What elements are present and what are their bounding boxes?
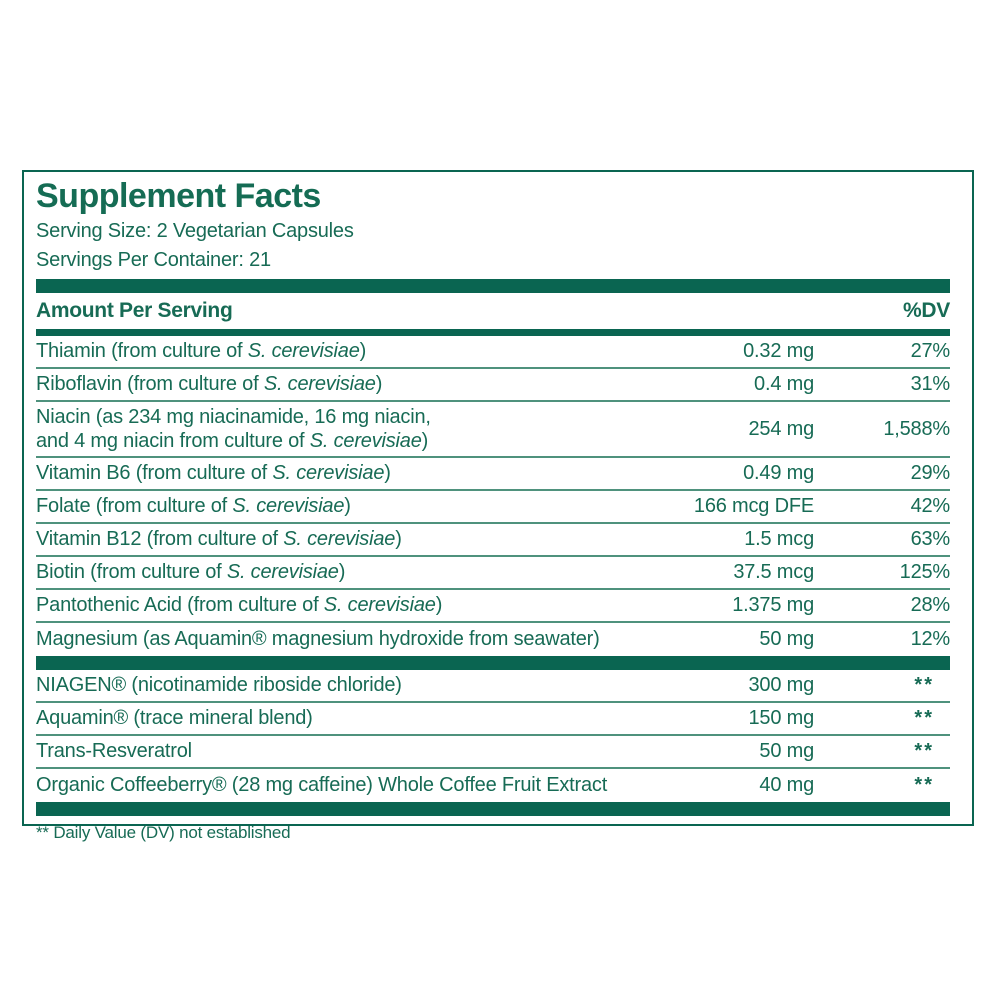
- ingredient-dv: 27%: [910, 340, 951, 362]
- ingredient-dv: **: [914, 774, 934, 796]
- divider-thick-middle: [36, 656, 950, 670]
- ingredient-amount: 150 mg: [748, 707, 814, 729]
- ingredient-name: Riboflavin (from culture of S. cerevisia…: [36, 370, 644, 399]
- table-row: Niacin (as 234 mg niacinamide, 16 mg nia…: [36, 402, 950, 458]
- ingredient-species: S. cerevisiae: [283, 528, 396, 550]
- ingredient-name: Niacin (as 234 mg niacinamide, 16 mg nia…: [36, 402, 644, 456]
- ingredient-name-suffix: ): [395, 528, 402, 550]
- ingredient-dv: 31%: [910, 373, 951, 395]
- ingredient-dv: 29%: [910, 462, 951, 484]
- table-row: Biotin (from culture of S. cerevisiae) 3…: [36, 557, 950, 590]
- ingredient-amount: 37.5 mcg: [733, 561, 814, 583]
- panel-title: Supplement Facts: [36, 177, 321, 215]
- ingredient-dv: 1,588%: [883, 417, 950, 440]
- ingredient-name-text: Magnesium (as Aquamin® magnesium hydroxi…: [36, 628, 600, 650]
- ingredient-name-suffix: ): [435, 594, 443, 616]
- ingredient-dv: **: [914, 740, 934, 762]
- ingredient-dv: **: [914, 707, 934, 729]
- ingredient-name-text: Pantothenic Acid (from culture of: [36, 594, 324, 616]
- ingredient-amount: 40 mg: [759, 774, 814, 796]
- table-row: NIAGEN® (nicotinamide riboside chloride)…: [36, 670, 950, 703]
- ingredient-species: S. cerevisiae: [309, 430, 422, 452]
- table-row: Trans-Resveratrol 50 mg **: [36, 736, 950, 769]
- ingredient-name-text: Folate (from culture of: [36, 495, 233, 517]
- ingredient-amount: 0.49 mg: [743, 462, 814, 484]
- ingredient-name-text: Vitamin B6 (from culture of: [36, 462, 273, 484]
- table-row: Vitamin B12 (from culture of S. cerevisi…: [36, 524, 950, 557]
- divider-medium-header: [36, 329, 950, 336]
- ingredient-amount: 0.32 mg: [743, 340, 814, 362]
- ingredient-name: Vitamin B12 (from culture of S. cerevisi…: [36, 525, 644, 554]
- ingredient-species: S. cerevisiae: [247, 340, 360, 362]
- ingredient-species: S. cerevisiae: [263, 373, 376, 395]
- supplement-facts-panel: Supplement Facts Serving Size: 2 Vegetar…: [22, 170, 974, 842]
- ingredient-name-text: Aquamin® (trace mineral blend): [36, 707, 313, 729]
- ingredient-amount: 50 mg: [759, 628, 814, 650]
- ingredient-dv: 12%: [910, 628, 951, 650]
- column-header-amount: Amount Per Serving: [36, 299, 233, 322]
- ingredient-dv: 63%: [910, 528, 951, 550]
- ingredient-name-suffix: ): [344, 495, 351, 517]
- table-row: Vitamin B6 (from culture of S. cerevisia…: [36, 458, 950, 491]
- ingredient-name: Vitamin B6 (from culture of S. cerevisia…: [36, 459, 644, 488]
- table-row: Organic Coffeeberry® (28 mg caffeine) Wh…: [36, 769, 950, 802]
- ingredient-name-text: Niacin (as 234 mg niacinamide, 16 mg nia…: [36, 406, 431, 452]
- divider-thick-bottom: [36, 802, 950, 816]
- ingredient-name-text: Trans-Resveratrol: [36, 740, 192, 762]
- ingredient-name-suffix: ): [359, 340, 367, 362]
- serving-size-text: Serving Size: 2 Vegetarian Capsules: [36, 220, 354, 242]
- divider-thick-top: [36, 279, 950, 293]
- ingredient-name: Folate (from culture of S. cerevisiae): [36, 492, 644, 521]
- ingredient-name-suffix: ): [384, 462, 391, 484]
- ingredient-amount: 166 mcg DFE: [693, 495, 814, 517]
- ingredient-name-text: Biotin (from culture of: [36, 561, 227, 583]
- table-row: Pantothenic Acid (from culture of S. cer…: [36, 590, 950, 623]
- ingredient-species: S. cerevisiae: [272, 462, 385, 484]
- ingredient-name-text: Riboflavin (from culture of: [36, 373, 264, 395]
- ingredient-dv: 125%: [899, 561, 951, 583]
- ingredient-name-text: Vitamin B12 (from culture of: [36, 528, 284, 550]
- ingredient-amount: 1.375 mg: [732, 594, 814, 616]
- ingredient-name: Biotin (from culture of S. cerevisiae): [36, 558, 644, 587]
- ingredient-name: Pantothenic Acid (from culture of S. cer…: [36, 591, 644, 620]
- ingredient-amount: 0.4 mg: [754, 373, 814, 395]
- column-header-dv: %DV: [903, 299, 950, 322]
- table-row: Magnesium (as Aquamin® magnesium hydroxi…: [36, 623, 950, 656]
- table-row: Aquamin® (trace mineral blend) 150 mg **: [36, 703, 950, 736]
- table-row: Riboflavin (from culture of S. cerevisia…: [36, 369, 950, 402]
- ingredient-name: Trans-Resveratrol: [36, 737, 644, 766]
- ingredient-amount: 254 mg: [748, 417, 814, 440]
- ingredient-name: Aquamin® (trace mineral blend): [36, 704, 644, 733]
- table-row: Folate (from culture of S. cerevisiae) 1…: [36, 491, 950, 524]
- dv-footnote: ** Daily Value (DV) not established: [36, 823, 291, 842]
- ingredient-dv: **: [914, 674, 934, 696]
- ingredient-species: S. cerevisiae: [232, 495, 345, 517]
- ingredient-name-suffix: ): [421, 430, 429, 452]
- servings-per-container-text: Servings Per Container: 21: [36, 249, 271, 271]
- ingredient-name-suffix: ): [375, 373, 383, 395]
- ingredient-dv: 28%: [910, 594, 951, 616]
- ingredient-species: S. cerevisiae: [226, 561, 339, 583]
- ingredient-name: Magnesium (as Aquamin® magnesium hydroxi…: [36, 625, 644, 654]
- ingredient-amount: 50 mg: [759, 740, 814, 762]
- ingredient-species: S. cerevisiae: [323, 594, 436, 616]
- ingredient-amount: 1.5 mcg: [744, 528, 814, 550]
- column-header-row: Amount Per Serving %DV: [36, 293, 950, 329]
- ingredient-name: Organic Coffeeberry® (28 mg caffeine) Wh…: [36, 771, 644, 800]
- table-row: Thiamin (from culture of S. cerevisiae) …: [36, 336, 950, 369]
- ingredient-name-suffix: ): [338, 561, 346, 583]
- ingredient-name-text: Organic Coffeeberry® (28 mg caffeine) Wh…: [36, 774, 608, 796]
- ingredient-amount: 300 mg: [748, 674, 814, 696]
- ingredient-name: Thiamin (from culture of S. cerevisiae): [36, 337, 644, 366]
- ingredient-name-text: NIAGEN® (nicotinamide riboside chloride): [36, 674, 402, 696]
- ingredient-dv: 42%: [910, 495, 951, 517]
- ingredient-name-text: Thiamin (from culture of: [36, 340, 248, 362]
- ingredient-name: NIAGEN® (nicotinamide riboside chloride): [36, 671, 644, 700]
